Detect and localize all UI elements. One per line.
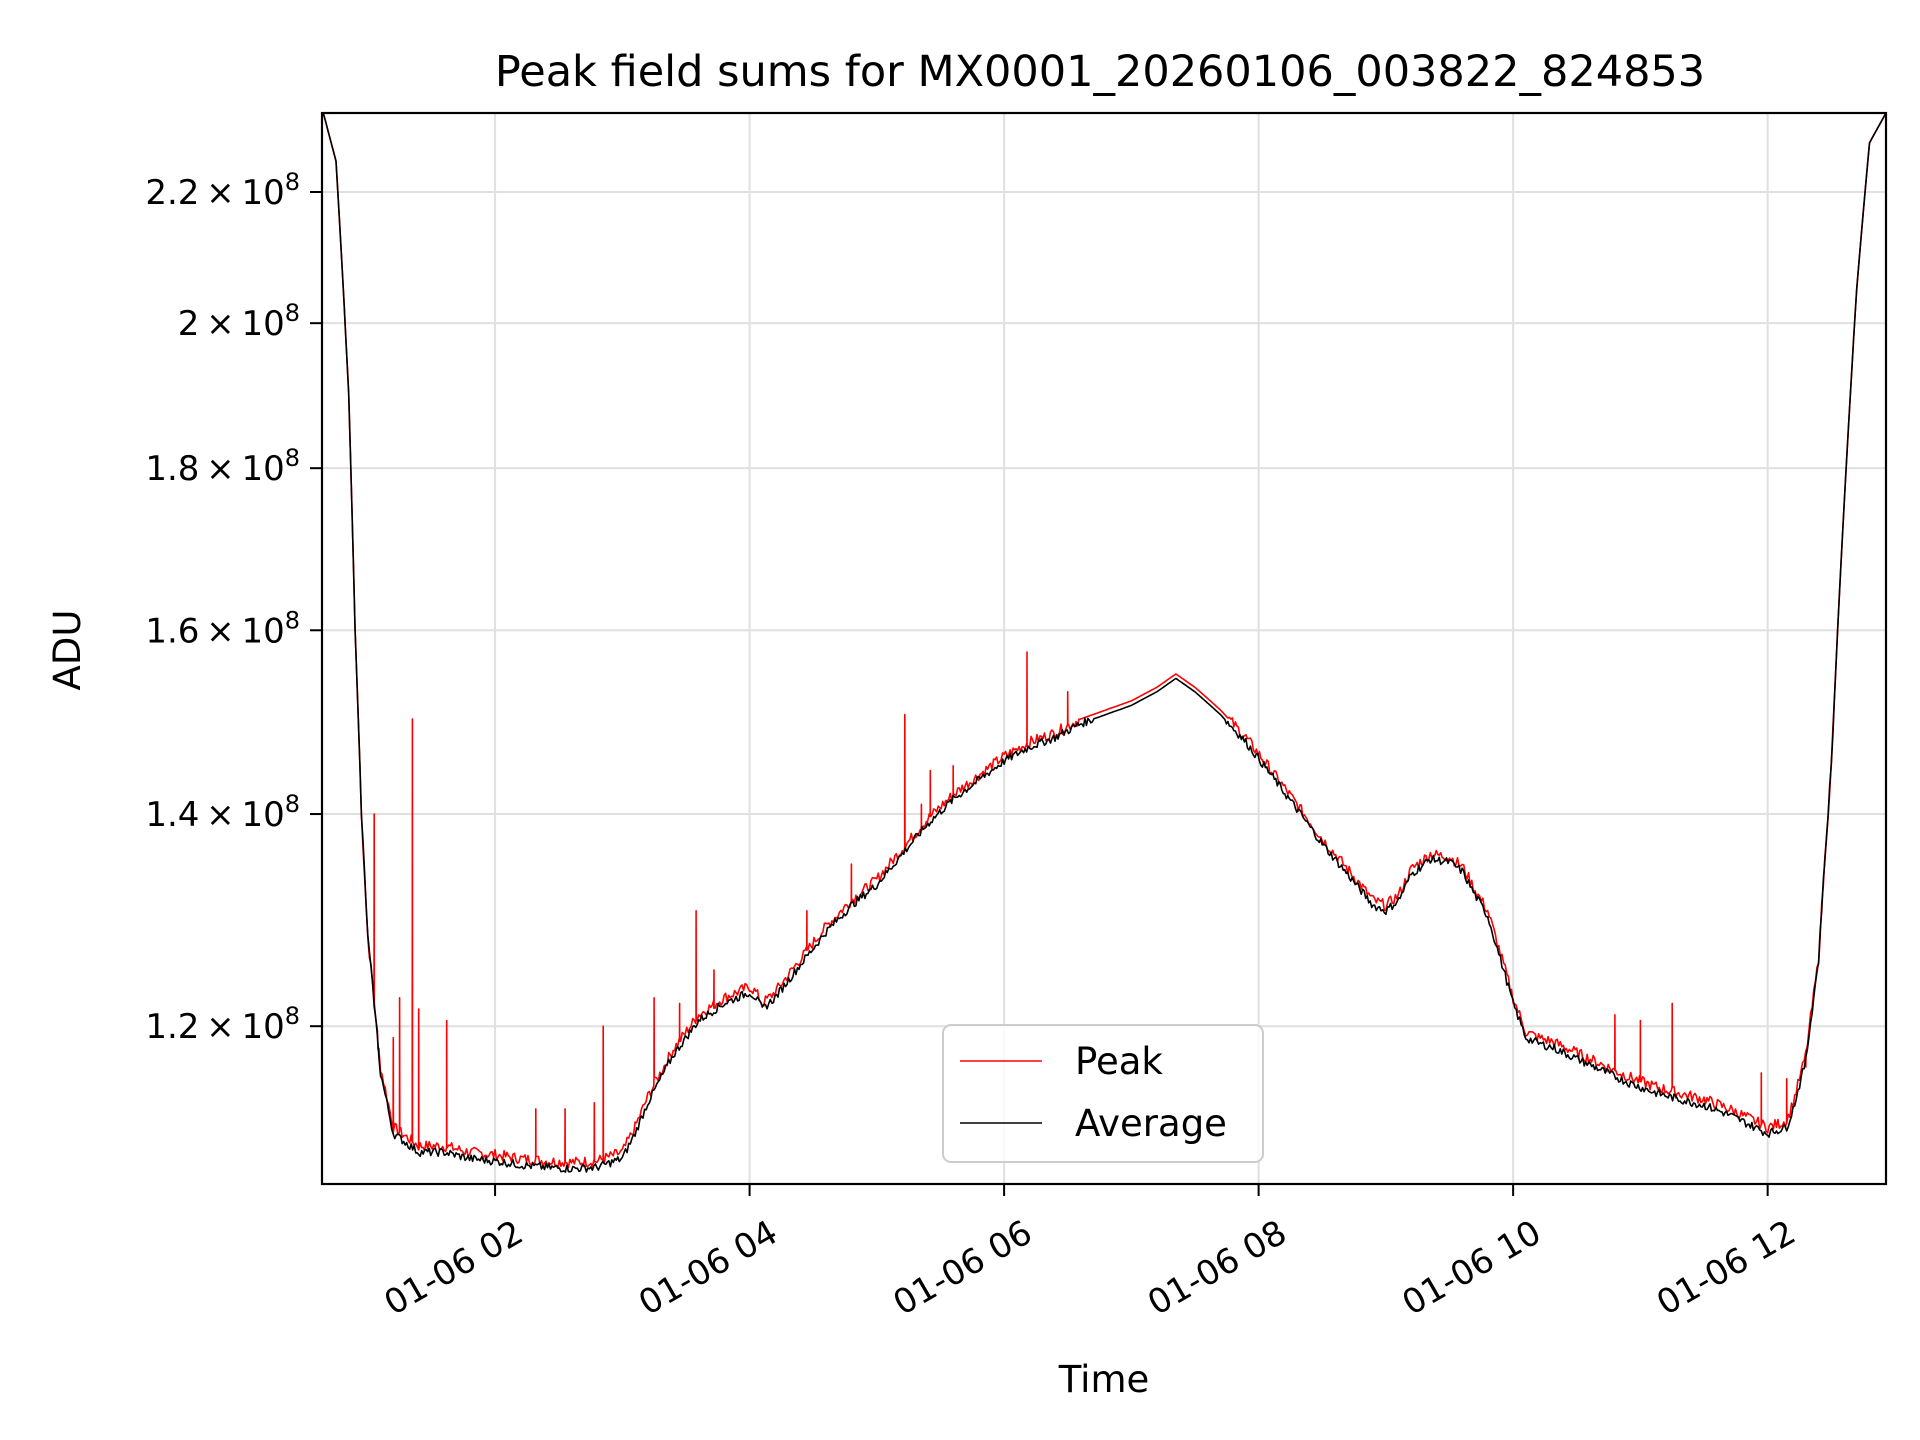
legend-box	[942, 1024, 1264, 1163]
y-tick-label: 1.6 × 108	[145, 606, 300, 651]
y-tick-label: 2 × 108	[178, 299, 300, 344]
peak-series-line	[322, 113, 1886, 1169]
average-series-line	[322, 113, 1886, 1173]
grid	[322, 113, 1886, 1184]
y-axis: 1.2 × 108 1.4 × 108 1.6 × 108 1.8 × 108 2 × …	[145, 168, 322, 1047]
y-tick-label: 1.2 × 108	[145, 1002, 300, 1047]
legend-peak-label: Peak	[1075, 1040, 1163, 1083]
y-tick-label: 1.8 × 108	[145, 444, 300, 489]
x-axis-label: Time	[1058, 1358, 1150, 1401]
legend-average-label: Average	[1075, 1102, 1227, 1145]
plot-area	[322, 113, 1886, 1173]
axes-frame	[320, 111, 1888, 1186]
legend: Peak Average	[942, 1024, 1264, 1163]
y-tick-label: 1.4 × 108	[145, 790, 300, 835]
y-tick-label: 2.2 × 108	[145, 168, 300, 213]
y-axis-label: ADU	[46, 610, 89, 691]
chart-title: Peak field sums for MX0001_20260106_0038…	[495, 47, 1705, 97]
